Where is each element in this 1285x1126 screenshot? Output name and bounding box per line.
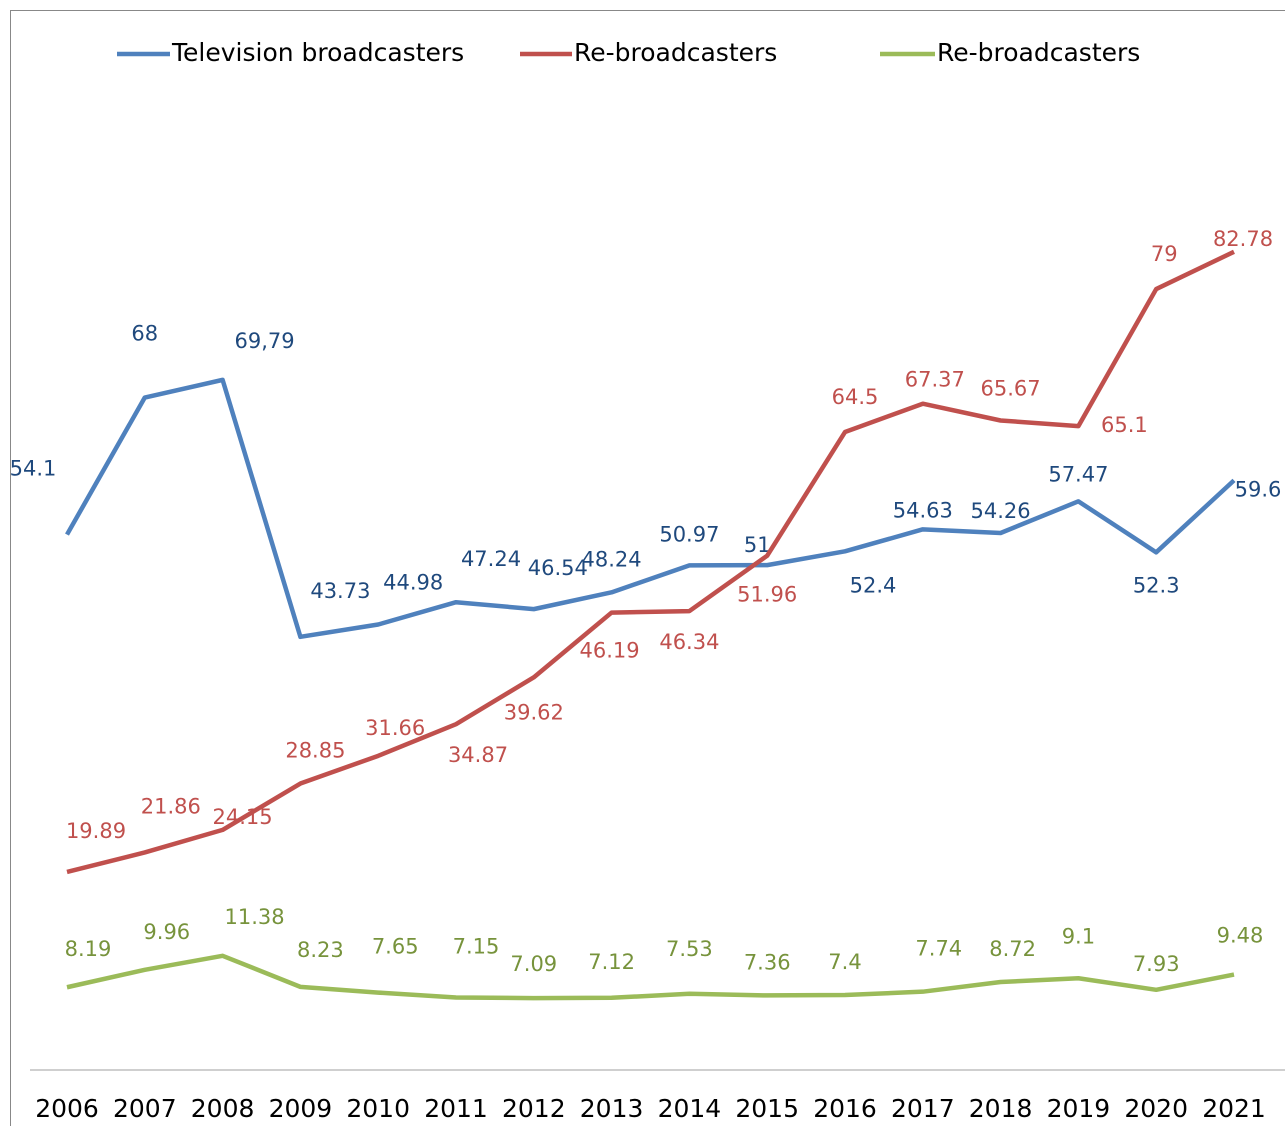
legend-label: Re-broadcasters xyxy=(574,38,777,67)
x-tick-label: 2012 xyxy=(502,1094,566,1123)
data-label: 67.37 xyxy=(905,368,965,392)
data-label: 34.87 xyxy=(448,743,508,767)
legend-label: Television broadcasters xyxy=(171,38,464,67)
data-label: 46.54 xyxy=(528,556,588,580)
data-label: 52.3 xyxy=(1133,573,1180,597)
data-label: 48.24 xyxy=(582,547,642,571)
data-label: 44.98 xyxy=(383,570,443,594)
data-label: 7.74 xyxy=(915,937,962,961)
data-label: 69,79 xyxy=(235,329,295,353)
x-tick-label: 2021 xyxy=(1202,1094,1266,1123)
x-tick-label: 2011 xyxy=(424,1094,488,1123)
data-label: 9.96 xyxy=(143,920,190,944)
data-label: 65.1 xyxy=(1101,413,1148,437)
data-label: 64.5 xyxy=(832,385,879,409)
data-label: 8.19 xyxy=(65,937,112,961)
data-label: 7.65 xyxy=(372,935,419,959)
x-tick-label: 2019 xyxy=(1047,1094,1111,1123)
data-label: 8.23 xyxy=(297,938,344,962)
data-label: 7.09 xyxy=(510,952,557,976)
data-label: 19.89 xyxy=(66,819,126,843)
data-label: 21.86 xyxy=(141,794,201,818)
data-label: 9.1 xyxy=(1062,924,1095,948)
data-label: 47.24 xyxy=(461,547,521,571)
data-label: 82.78 xyxy=(1213,227,1273,251)
data-label: 7.4 xyxy=(828,950,861,974)
x-tick-label: 2010 xyxy=(346,1094,410,1123)
series-line xyxy=(66,953,1235,1001)
data-label: 51.96 xyxy=(737,583,797,607)
data-label: 43.73 xyxy=(310,579,370,603)
data-label: 52.4 xyxy=(850,573,897,597)
data-label: 50.97 xyxy=(659,522,719,546)
data-label: 7.93 xyxy=(1133,952,1180,976)
data-label: 46.34 xyxy=(659,630,719,654)
x-tick-label: 2015 xyxy=(735,1094,799,1123)
x-tick-label: 2016 xyxy=(813,1094,877,1123)
data-label: 31.66 xyxy=(365,716,425,740)
x-tick-label: 2006 xyxy=(35,1094,99,1123)
data-label: 39.62 xyxy=(504,700,564,724)
x-tick-label: 2020 xyxy=(1124,1094,1188,1123)
x-tick-label: 2018 xyxy=(969,1094,1033,1123)
data-label: 46.19 xyxy=(580,639,640,663)
legend-label: Re-broadcasters xyxy=(937,38,1140,67)
x-tick-label: 2008 xyxy=(191,1094,255,1123)
data-label: 7.36 xyxy=(744,950,791,974)
data-label: 54.26 xyxy=(971,499,1031,523)
x-tick-label: 2014 xyxy=(658,1094,722,1123)
legend: Television broadcasters Re-broadcasters Re… xyxy=(117,38,1140,67)
data-label: 24.15 xyxy=(213,805,273,829)
data-label: 8.72 xyxy=(989,937,1036,961)
data-label: 7.15 xyxy=(453,935,500,959)
data-label: 51 xyxy=(744,533,771,557)
data-label: 54.63 xyxy=(893,498,953,522)
x-tick-label: 2007 xyxy=(113,1094,177,1123)
data-label: 9.48 xyxy=(1217,924,1264,948)
data-label: 11.38 xyxy=(225,905,285,929)
data-label: 79 xyxy=(1151,242,1178,266)
x-tick-label: 2009 xyxy=(269,1094,333,1123)
x-tick-label: 2017 xyxy=(891,1094,955,1123)
series-line xyxy=(66,249,1235,875)
x-tick-label: 2013 xyxy=(580,1094,644,1123)
data-label: 59.6 xyxy=(1235,477,1282,501)
chart-border xyxy=(10,10,1285,1126)
series-line xyxy=(65,377,1236,640)
data-label: 54.1 xyxy=(10,457,57,481)
data-label: 68 xyxy=(131,322,158,346)
data-label: 65.67 xyxy=(981,376,1041,400)
data-label: 7.12 xyxy=(588,950,635,974)
data-label: 7.53 xyxy=(666,937,713,961)
data-label: 57.47 xyxy=(1048,462,1108,486)
data-label: 28.85 xyxy=(285,739,345,763)
